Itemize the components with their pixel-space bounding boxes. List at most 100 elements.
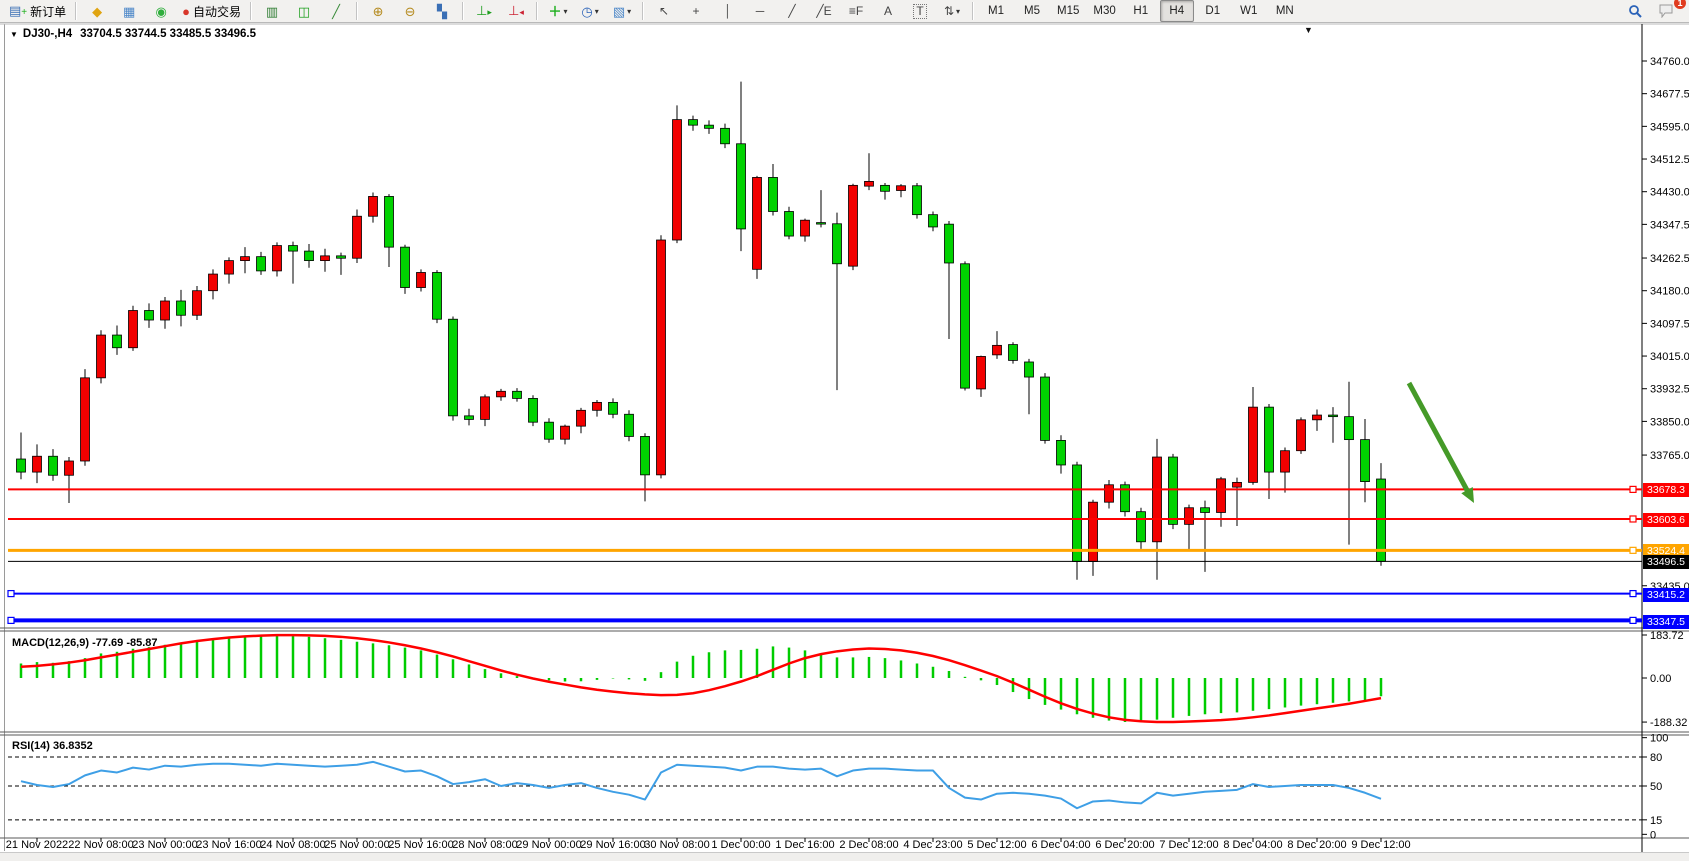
tf-m30-button[interactable]: M30 (1093, 5, 1116, 17)
level-line-handle[interactable] (1629, 485, 1637, 493)
chart-window-icon: ▦ (123, 3, 136, 19)
trend-arrow-annotation[interactable] (1406, 381, 1474, 503)
template-button[interactable]: ▧ ▾ (607, 0, 637, 22)
text-button[interactable]: A (873, 0, 903, 22)
crosshair-button[interactable]: + (681, 0, 711, 22)
candle-bull (1104, 484, 1114, 503)
trendline-icon: ╱ (788, 3, 796, 18)
candle-bull (224, 260, 234, 275)
candle-bull (240, 256, 250, 262)
window-bottom-strip (0, 852, 1689, 861)
candle-bear (1040, 376, 1050, 441)
fibonacci-button[interactable]: ≡F (841, 0, 871, 22)
svg-text:1 Dec 00:00: 1 Dec 00:00 (711, 839, 770, 851)
candle-bear (1168, 456, 1178, 525)
candle-bear (256, 256, 266, 272)
cursor-button[interactable]: ↖ (649, 0, 679, 22)
chart-surface[interactable]: 34760.0 34677.5 34595.0 34512.5 34430.0 34347… (0, 23, 1689, 852)
candle-bear (1264, 406, 1274, 473)
svg-text:33850.0: 33850.0 (1650, 416, 1689, 428)
zoom-out-button[interactable]: ⊖ (395, 0, 425, 22)
auto-scroll-button[interactable]: ⊥▸ (469, 0, 499, 22)
level-badge-resistance-2: 33603.6 (1643, 512, 1689, 527)
candle-bull (752, 177, 762, 270)
level-line-handle[interactable] (1629, 589, 1637, 598)
candle-bear (48, 455, 58, 476)
signal-button[interactable]: ◉ (146, 0, 176, 22)
candle-bear (1120, 484, 1130, 513)
svg-text:23 Nov 16:00: 23 Nov 16:00 (196, 839, 261, 851)
candle-bear (944, 223, 954, 264)
cursor-icon: ↖ (659, 3, 670, 18)
text-label-icon: T (913, 3, 927, 19)
arrows-button[interactable]: ⇅ ▾ (937, 0, 967, 22)
tile-windows-button[interactable]: ▚ (427, 0, 457, 22)
zoom-in-button[interactable]: ⊕ (363, 0, 393, 22)
candle-bear (1200, 507, 1210, 513)
level-line-handle[interactable] (1629, 515, 1637, 523)
period-button[interactable]: ◷ ▾ (575, 0, 605, 22)
svg-text:33932.5: 33932.5 (1650, 384, 1689, 396)
chevron-down-icon: ▾ (594, 6, 599, 16)
bar-chart-button[interactable]: ▥ (257, 0, 287, 22)
new-order-button[interactable]: ▤+ 新订单 (5, 0, 70, 22)
svg-text:22 Nov 08:00: 22 Nov 08:00 (68, 839, 133, 851)
vertical-line-button[interactable]: │ (713, 0, 743, 22)
candle-bear (768, 177, 778, 212)
candle-bull (1280, 450, 1290, 473)
zoom-out-icon: ⊖ (404, 3, 416, 19)
svg-text:8 Dec 04:00: 8 Dec 04:00 (1223, 839, 1282, 851)
svg-text:7 Dec 12:00: 7 Dec 12:00 (1159, 839, 1218, 851)
candle-bear (528, 398, 538, 423)
candle-bull (192, 290, 202, 316)
line-chart-button[interactable]: ╱ (321, 0, 351, 22)
candlestick-button[interactable]: ◫ (289, 0, 319, 22)
tf-h4-button[interactable]: H4 (1159, 0, 1194, 22)
level-line-handle[interactable] (7, 616, 15, 625)
trendline-button[interactable]: ╱ (777, 0, 807, 22)
candle-bull (368, 196, 378, 217)
horizontal-line-button[interactable]: ─ (745, 0, 775, 22)
level-line-handle[interactable] (7, 589, 15, 598)
text-label-button[interactable]: T (905, 0, 935, 22)
tf-h1-button[interactable]: H1 (1133, 5, 1149, 17)
candle-bull (1216, 478, 1226, 513)
ohlc-values: 33704.5 33744.5 33485.5 33496.5 (80, 28, 257, 40)
toolbar-separator (75, 2, 78, 20)
svg-text:5 Dec 12:00: 5 Dec 12:00 (967, 839, 1026, 851)
chart-shift-marker[interactable]: ▼ (1304, 25, 1313, 35)
toolbar-separator (250, 2, 253, 20)
tf-d1-button[interactable]: D1 (1205, 5, 1221, 17)
level-line-handle[interactable] (1629, 546, 1637, 554)
chart-shift-button[interactable]: ⊥◂ (501, 0, 531, 22)
candle-bear (400, 246, 410, 288)
tf-w1-button[interactable]: W1 (1240, 5, 1258, 17)
candle-bull (992, 344, 1002, 356)
symbol-dropdown-icon[interactable]: ▼ (10, 29, 18, 39)
channel-button[interactable]: ╱E (809, 0, 839, 22)
add-indicator-button[interactable]: ＋ ▾ (543, 0, 573, 22)
candle-bull (416, 272, 426, 288)
level-line-handle[interactable] (1629, 616, 1637, 625)
chart-window-button[interactable]: ▦ (114, 0, 144, 22)
candle-bear (448, 318, 458, 417)
tf-mn-button[interactable]: MN (1275, 5, 1294, 17)
candle-bull (496, 390, 506, 398)
draw-tools-group: ↖ + │ ─ ╱ ╱E ≡F A T ⇅ ▾ (648, 0, 968, 22)
search-button[interactable] (1620, 0, 1650, 22)
tf-m1-button[interactable]: M1 (988, 5, 1005, 17)
candle-bear (464, 415, 474, 420)
rsi-level-lines (8, 756, 1642, 821)
svg-text:34760.0: 34760.0 (1650, 56, 1689, 68)
candle-bull (1296, 419, 1306, 452)
tf-m5-button[interactable]: M5 (1024, 5, 1041, 17)
vertical-line-icon: │ (724, 3, 732, 18)
gold-icon: ◆ (92, 3, 103, 19)
candles-layer (16, 81, 1386, 580)
auto-trading-button[interactable]: ● 自动交易 (178, 0, 245, 22)
level-lines-layer (7, 485, 1642, 625)
tf-m15-button[interactable]: M15 (1057, 5, 1080, 17)
gold-button[interactable]: ◆ (82, 0, 112, 22)
notifications-button[interactable]: 1 (1652, 0, 1686, 22)
svg-text:34677.5: 34677.5 (1650, 89, 1689, 101)
